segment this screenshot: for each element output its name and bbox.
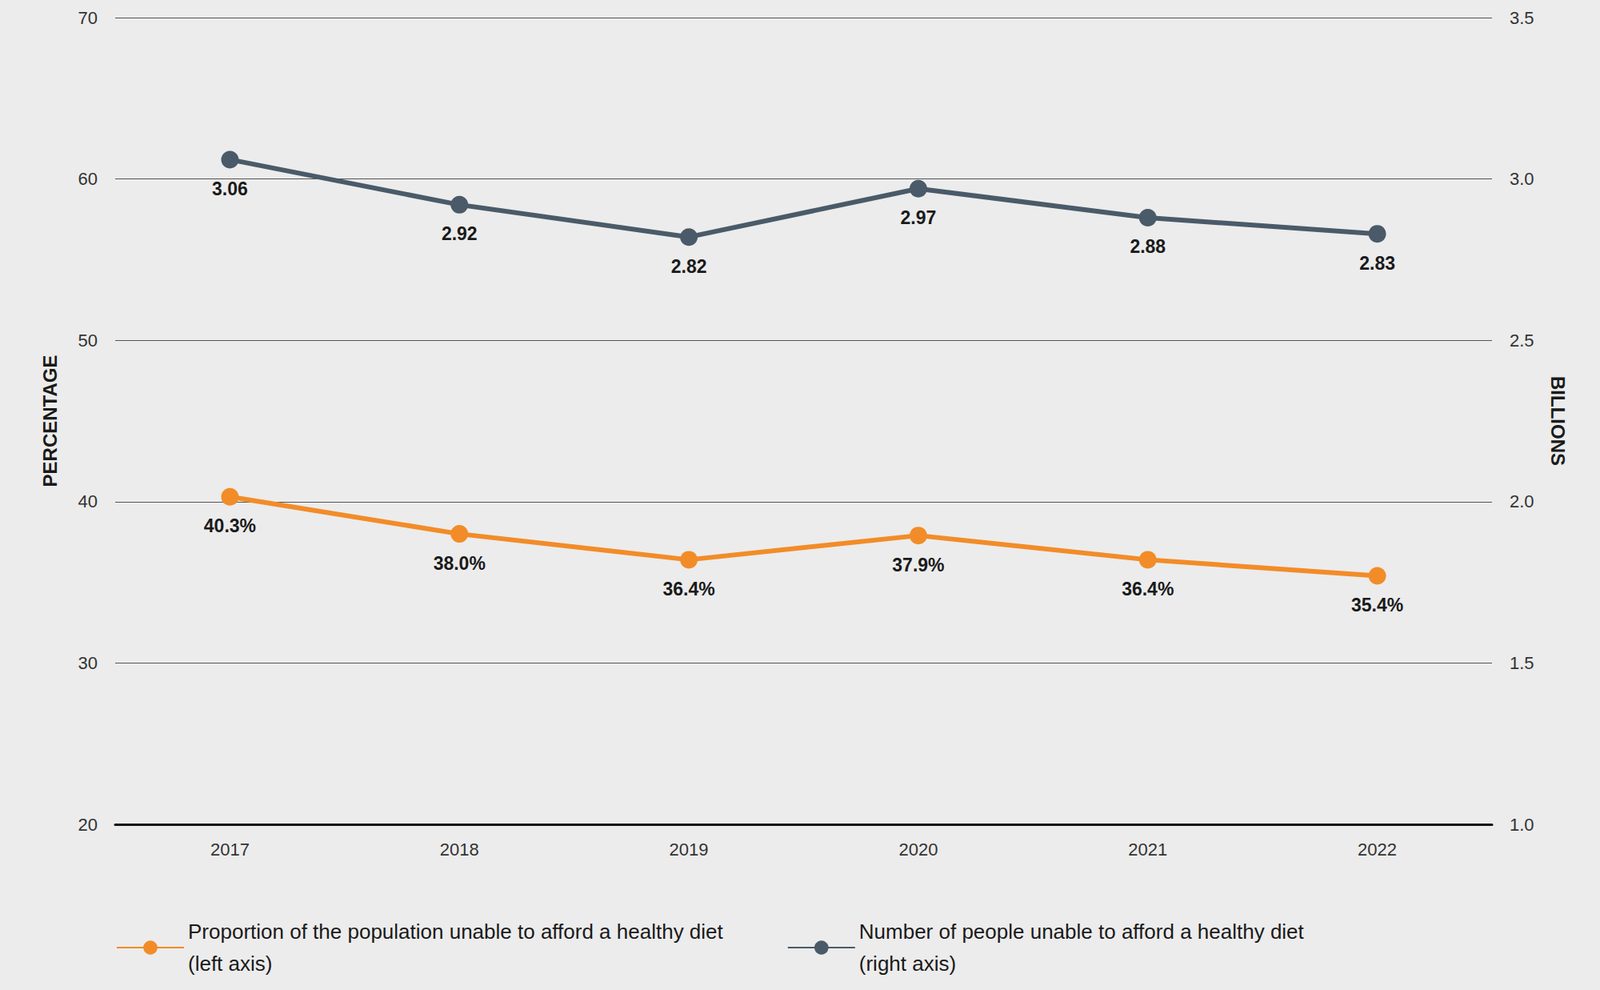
- svg-text:PERCENTAGE: PERCENTAGE: [39, 355, 61, 488]
- svg-text:2.82: 2.82: [671, 256, 708, 277]
- svg-text:BILLIONS: BILLIONS: [1547, 376, 1569, 466]
- svg-text:38.0%: 38.0%: [433, 552, 486, 574]
- svg-text:1.0: 1.0: [1509, 814, 1535, 835]
- svg-text:40: 40: [78, 491, 98, 512]
- svg-text:40.3%: 40.3%: [204, 515, 256, 536]
- svg-text:50: 50: [78, 330, 98, 351]
- svg-text:3.06: 3.06: [212, 178, 248, 200]
- svg-text:3.0: 3.0: [1509, 168, 1535, 189]
- svg-text:Number of people unable to aff: Number of people unable to afford a heal…: [859, 919, 1305, 944]
- svg-text:2022: 2022: [1357, 839, 1397, 860]
- svg-text:(right axis): (right axis): [859, 951, 956, 976]
- svg-text:2019: 2019: [669, 839, 709, 860]
- svg-text:2018: 2018: [440, 839, 480, 860]
- svg-text:1.5: 1.5: [1509, 652, 1535, 673]
- svg-text:2.97: 2.97: [900, 207, 937, 228]
- svg-text:2020: 2020: [898, 839, 938, 860]
- svg-text:2017: 2017: [210, 839, 250, 860]
- svg-text:Proportion of the population u: Proportion of the population unable to a…: [188, 919, 724, 944]
- svg-text:(left axis): (left axis): [188, 951, 272, 976]
- svg-text:35.4%: 35.4%: [1351, 594, 1404, 616]
- svg-text:2.5: 2.5: [1509, 330, 1535, 351]
- svg-text:2021: 2021: [1128, 839, 1168, 860]
- svg-text:36.4%: 36.4%: [662, 578, 715, 600]
- svg-text:37.9%: 37.9%: [892, 554, 944, 576]
- svg-text:2.83: 2.83: [1359, 252, 1396, 274]
- svg-text:36.4%: 36.4%: [1121, 578, 1174, 600]
- svg-text:20: 20: [78, 814, 98, 835]
- svg-text:2.0: 2.0: [1509, 491, 1535, 512]
- svg-text:3.5: 3.5: [1509, 8, 1535, 28]
- svg-text:2.92: 2.92: [441, 223, 478, 244]
- svg-text:30: 30: [78, 652, 98, 673]
- svg-text:70: 70: [78, 8, 98, 28]
- svg-text:2.88: 2.88: [1129, 236, 1166, 257]
- svg-text:60: 60: [78, 168, 98, 189]
